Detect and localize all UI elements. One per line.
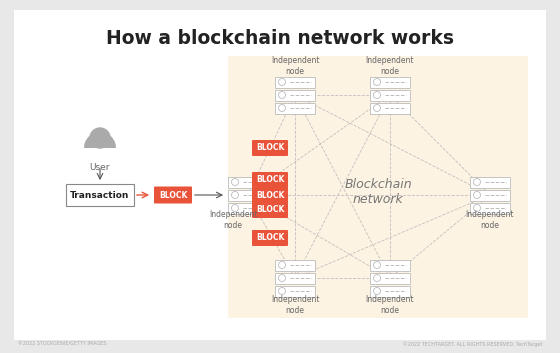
Text: BLOCK: BLOCK: [256, 144, 284, 152]
Text: User: User: [90, 163, 110, 173]
Text: Independent
node: Independent node: [466, 210, 514, 230]
FancyBboxPatch shape: [275, 102, 315, 114]
Text: Independent
node: Independent node: [270, 295, 319, 315]
FancyBboxPatch shape: [228, 176, 268, 187]
FancyBboxPatch shape: [252, 202, 288, 218]
FancyBboxPatch shape: [370, 102, 410, 114]
FancyBboxPatch shape: [370, 286, 410, 297]
FancyBboxPatch shape: [275, 90, 315, 101]
FancyBboxPatch shape: [370, 77, 410, 88]
Text: ©2022 TECHTARGET. ALL RIGHTS RESERVED. TechTarget: ©2022 TECHTARGET. ALL RIGHTS RESERVED. T…: [403, 341, 542, 347]
Text: Independent
node: Independent node: [209, 210, 257, 230]
FancyBboxPatch shape: [275, 273, 315, 283]
FancyBboxPatch shape: [228, 203, 268, 214]
Text: Transaction: Transaction: [71, 191, 130, 199]
Text: BLOCK: BLOCK: [256, 175, 284, 185]
Wedge shape: [84, 132, 116, 148]
Text: Blockchain
network: Blockchain network: [344, 178, 412, 206]
FancyBboxPatch shape: [66, 184, 134, 206]
FancyBboxPatch shape: [154, 186, 192, 203]
FancyBboxPatch shape: [370, 259, 410, 270]
Text: Independent
node: Independent node: [366, 56, 414, 76]
FancyBboxPatch shape: [275, 286, 315, 297]
FancyBboxPatch shape: [370, 273, 410, 283]
FancyBboxPatch shape: [252, 172, 288, 188]
FancyBboxPatch shape: [370, 90, 410, 101]
FancyBboxPatch shape: [252, 140, 288, 156]
FancyBboxPatch shape: [228, 56, 528, 318]
Text: ©2022 STOCKGENIE/GETTY IMAGES: ©2022 STOCKGENIE/GETTY IMAGES: [18, 341, 106, 347]
FancyBboxPatch shape: [14, 10, 546, 340]
Text: BLOCK: BLOCK: [256, 233, 284, 243]
Text: Independent
node: Independent node: [270, 56, 319, 76]
FancyBboxPatch shape: [470, 176, 510, 187]
Text: BLOCK: BLOCK: [256, 191, 284, 199]
Text: BLOCK: BLOCK: [159, 191, 187, 199]
Text: BLOCK: BLOCK: [256, 205, 284, 215]
FancyBboxPatch shape: [228, 190, 268, 201]
FancyBboxPatch shape: [470, 203, 510, 214]
FancyBboxPatch shape: [470, 190, 510, 201]
Circle shape: [90, 128, 110, 148]
Text: How a blockchain network works: How a blockchain network works: [106, 29, 454, 48]
FancyBboxPatch shape: [275, 77, 315, 88]
FancyBboxPatch shape: [252, 230, 288, 246]
Text: Independent
node: Independent node: [366, 295, 414, 315]
FancyBboxPatch shape: [275, 259, 315, 270]
FancyBboxPatch shape: [252, 187, 288, 203]
